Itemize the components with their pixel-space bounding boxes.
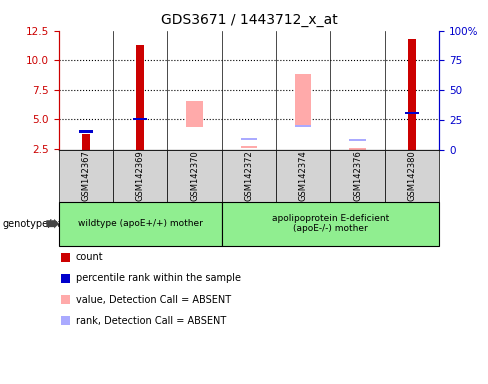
Bar <box>186 101 203 127</box>
Text: GSM142367: GSM142367 <box>81 150 90 201</box>
Bar <box>241 138 257 140</box>
Text: percentile rank within the sample: percentile rank within the sample <box>76 273 241 283</box>
Bar <box>349 148 366 149</box>
Text: genotype/variation: genotype/variation <box>2 218 95 229</box>
Text: GSM142374: GSM142374 <box>299 150 308 201</box>
Text: GSM142376: GSM142376 <box>353 150 362 201</box>
Text: rank, Detection Call = ABSENT: rank, Detection Call = ABSENT <box>76 316 226 326</box>
Bar <box>295 74 311 126</box>
Title: GDS3671 / 1443712_x_at: GDS3671 / 1443712_x_at <box>161 13 337 27</box>
Text: value, Detection Call = ABSENT: value, Detection Call = ABSENT <box>76 295 231 305</box>
Text: GSM142369: GSM142369 <box>136 150 144 201</box>
Bar <box>79 131 93 132</box>
Text: GSM142372: GSM142372 <box>244 150 253 201</box>
Bar <box>81 134 90 150</box>
Bar <box>295 125 311 127</box>
Bar <box>136 45 144 150</box>
Text: GSM142380: GSM142380 <box>407 150 417 201</box>
Bar <box>241 146 257 148</box>
Text: apolipoprotein E-deficient
(apoE-/-) mother: apolipoprotein E-deficient (apoE-/-) mot… <box>272 214 389 233</box>
Text: wildtype (apoE+/+) mother: wildtype (apoE+/+) mother <box>78 219 203 228</box>
Bar <box>133 118 147 120</box>
Text: count: count <box>76 252 103 262</box>
Bar <box>349 139 366 141</box>
Bar <box>408 39 416 150</box>
Text: GSM142370: GSM142370 <box>190 150 199 201</box>
Bar <box>405 112 419 114</box>
